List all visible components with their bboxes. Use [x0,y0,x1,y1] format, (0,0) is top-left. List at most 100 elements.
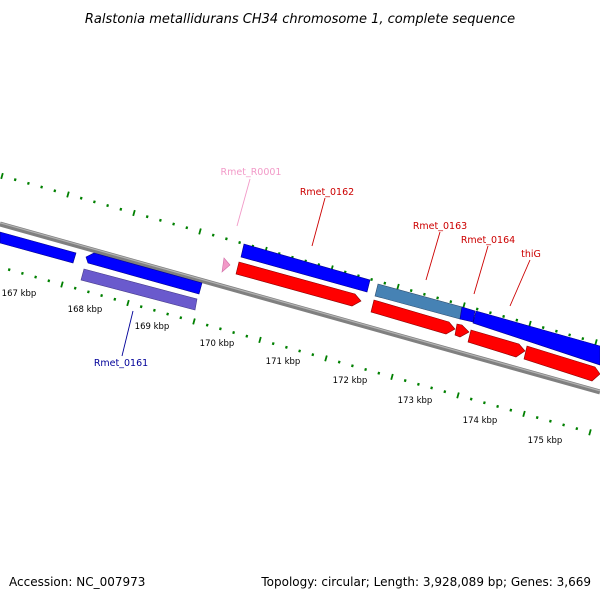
gene-thig [472,310,600,366]
tick-mark-upper [475,307,479,311]
tick-mark-lower [298,349,302,353]
tick-mark-lower [588,429,592,436]
tick-mark-lower [218,327,222,331]
tick-mark-lower [113,297,117,301]
forward-genes [0,231,600,366]
tick-mark-upper [79,196,83,200]
tick-mark-lower [469,397,473,401]
label-thig: thiG [521,249,541,260]
tick-mark-upper [211,233,215,237]
tick-mark-upper [383,281,387,285]
gene-labels: Rmet_R0001 Rmet_0162 Rmet_0163 Rmet_0164… [94,167,541,369]
tick-mark-upper [198,228,202,235]
leader-lines [121,178,531,357]
map-title: Ralstonia metallidurans CH34 chromosome … [85,12,515,27]
tick-mark-upper [422,292,426,296]
tick-mark-lower [324,355,328,362]
tick-mark-lower [20,271,24,275]
tick-mark-lower [192,318,196,325]
tick-label-171: 171 kbp [266,357,301,367]
tick-mark-lower [548,419,552,423]
tick-mark-lower [47,279,51,283]
label-rmet-0161: Rmet_0161 [94,358,148,369]
tick-mark-upper [502,314,506,318]
tick-label-169: 169 kbp [135,322,170,332]
tick-mark-lower [60,281,64,288]
tick-mark-upper [106,204,110,208]
tick-mark-lower [403,379,407,383]
gene-red-5 [523,345,600,382]
gene-fwd-a [85,252,203,295]
tick-mark-lower [390,373,394,381]
tick-mark-lower [562,423,566,427]
label-rmet-0162: Rmet_0162 [300,187,354,198]
tick-mark-lower [496,404,500,408]
tick-mark-upper [436,296,440,300]
tick-mark-upper [554,329,558,333]
gene-red-3 [454,323,470,338]
tick-mark-lower [245,334,249,338]
tick-label-173: 173 kbp [398,396,433,406]
label-rmet-r0001: Rmet_R0001 [221,167,282,178]
tick-mark-lower [258,336,262,344]
tick-mark-upper [158,218,162,222]
tick-mark-lower [509,408,513,412]
tick-mark-upper [66,191,70,198]
tick-mark-upper [581,337,585,341]
tick-mark-lower [152,308,156,312]
tick-mark-upper [185,226,189,230]
tick-mark-upper [568,333,572,337]
tick-mark-lower [430,386,434,390]
tick-mark-upper [409,289,413,293]
label-rmet-0163: Rmet_0163 [413,221,467,232]
tick-mark-lower [535,415,539,420]
tick-mark-upper [172,222,176,226]
tick-mark-lower [443,390,447,394]
tick-mark-lower [100,294,104,298]
tick-mark-lower [311,353,315,357]
tick-mark-lower [166,312,170,316]
tick-mark-upper [132,209,136,217]
accession-text: Accession: NC_007973 [9,575,145,589]
tick-mark-lower [482,401,486,405]
tick-mark-upper [92,200,96,204]
tick-mark-upper [528,320,532,327]
tick-mark-lower [284,345,288,349]
tick-mark-lower [86,290,90,294]
tick-mark-upper [0,172,4,180]
gene-red-4 [467,329,526,358]
gene-fragment-left [0,231,77,264]
tick-mark-upper [53,189,57,193]
tick-mark-upper [13,178,17,182]
gene-rmet-0164 [459,306,476,323]
gene-rmet-r0001 [221,257,231,273]
tick-mark-lower [7,268,11,272]
tick-mark-lower [575,427,579,431]
tick-mark-lower [205,323,209,327]
tick-mark-lower [364,367,368,372]
tick-mark-lower [271,342,275,346]
label-rmet-0164: Rmet_0164 [461,235,515,246]
tick-mark-upper [449,300,453,304]
tick-mark-lower [232,330,236,335]
tick-label-168: 168 kbp [68,305,103,315]
tick-mark-lower [522,410,526,417]
tick-labels: 167 kbp 168 kbp 169 kbp 170 kbp 171 kbp … [2,289,563,446]
tick-label-174: 174 kbp [463,416,498,426]
tick-mark-lower [416,382,420,386]
tick-label-167: 167 kbp [2,289,37,299]
tick-mark-lower [34,275,38,279]
tick-mark-upper [541,325,545,330]
summary-text: Topology: circular; Length: 3,928,089 bp… [260,575,591,589]
reverse-genes [235,261,600,382]
gene-rmet-0161 [80,268,198,311]
tick-mark-lower [73,286,77,290]
tick-mark-upper [145,215,149,219]
tick-mark-lower [126,299,130,307]
tick-mark-lower [377,371,381,375]
gene-rmet-0162 [240,243,371,293]
tick-mark-upper [396,283,400,291]
tick-mark-upper [238,240,242,245]
tick-mark-upper [488,311,492,315]
